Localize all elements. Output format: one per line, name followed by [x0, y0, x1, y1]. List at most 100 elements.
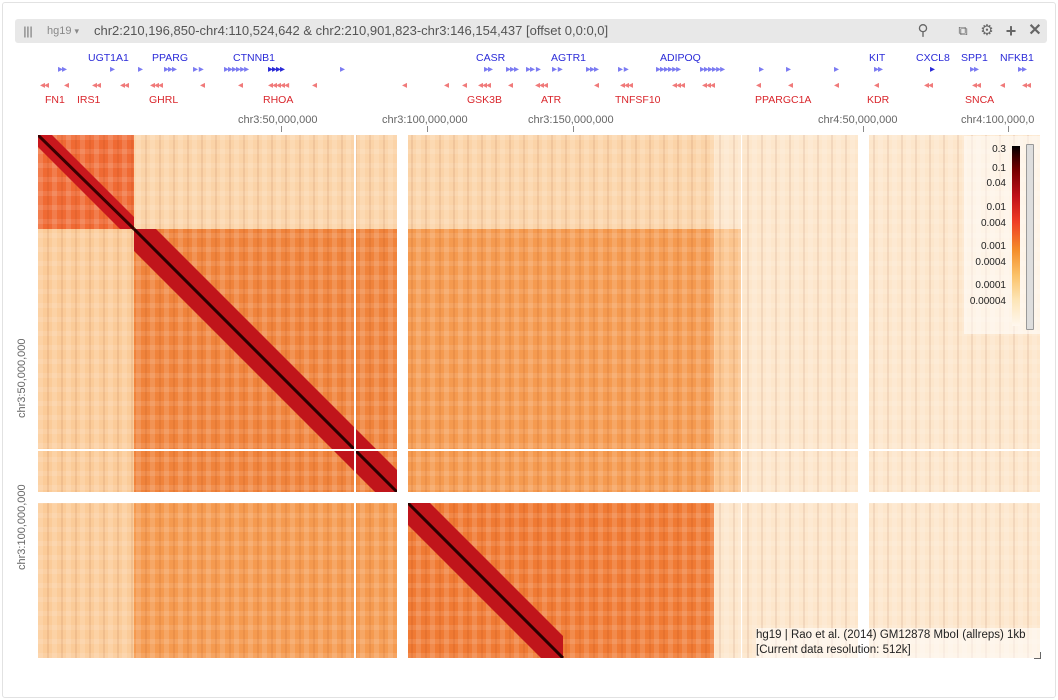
axis-tick-label: chr3:50,000,000 — [238, 114, 318, 126]
gene-label: GHRL — [149, 94, 179, 106]
search-icon[interactable]: ⚲ — [917, 22, 929, 39]
plus-strand-arrows: ▸▸▸▸▸▸ — [224, 64, 249, 75]
minus-strand-arrows: ◂ — [238, 80, 243, 91]
plus-strand-arrows: ▸▸ — [874, 64, 883, 75]
minus-strand-arrows: ◂◂◂ — [702, 80, 715, 91]
colorbar-label: 0.3 — [992, 144, 1006, 155]
minus-strand-arrows: ◂ — [444, 80, 449, 91]
plus-strand-arrows: ▸▸ — [970, 64, 979, 75]
colorbar-label: 0.04 — [986, 178, 1006, 189]
minus-strand-arrows: ◂ — [594, 80, 599, 91]
axis-tick-label: chr4:100,000,0 — [961, 114, 1035, 126]
axis-tick-label: chr3:150,000,000 — [528, 114, 614, 126]
track-name: hg19 | Rao et al. (2014) GM12878 MboI (a… — [756, 629, 1026, 641]
colorbar-label: 0.1 — [992, 163, 1006, 174]
plus-strand-arrows: ▸ — [138, 64, 143, 75]
gene-label: NFKB1 — [1000, 52, 1034, 64]
gene-label: KIT — [869, 52, 886, 64]
minus-strand-arrows: ◂◂ — [120, 80, 129, 91]
colorbar-label: 0.0004 — [975, 257, 1006, 268]
minus-strand-arrows: ◂◂ — [92, 80, 101, 91]
minus-strand-arrows: ◂◂ — [972, 80, 981, 91]
close-icon[interactable]: ✕ — [1028, 22, 1042, 39]
plus-strand-arrows: ▸▸▸ — [164, 64, 177, 75]
plus-strand-arrows: ▸▸ — [484, 64, 493, 75]
gene-annotation-track[interactable]: UGT1A1 PPARG CTNNB1 CASR AGTR1 ADIPOQ KI… — [38, 52, 1040, 114]
assembly-select[interactable]: hg19 ▾ — [47, 19, 79, 43]
minus-strand-arrows: ◂ — [1000, 80, 1005, 91]
plus-strand-arrows: ▸▸▸▸▸▸ — [656, 64, 681, 75]
axis-tick — [281, 126, 282, 132]
heatmap-canvas — [38, 135, 1040, 658]
minus-strand-arrows: ◂ — [64, 80, 69, 91]
colorbar-legend[interactable]: 0.3 0.1 0.04 0.01 0.004 0.001 0.0004 0.0… — [964, 136, 1040, 334]
minus-strand-arrows: ◂◂◂ — [620, 80, 633, 91]
minus-strand-arrows: ◂ — [834, 80, 839, 91]
plus-strand-arrows: ▸ — [110, 64, 115, 75]
gene-label: ADIPOQ — [660, 52, 701, 64]
gene-label: CTNNB1 — [233, 52, 276, 64]
gene-label: KDR — [867, 94, 890, 106]
axis-tick — [1008, 126, 1009, 132]
resize-handle-icon[interactable] — [1034, 652, 1041, 659]
colorbar-range-slider[interactable] — [1026, 144, 1034, 330]
colorbar-label: 0.0001 — [975, 280, 1006, 291]
plus-strand-arrows: ▸▸▸▸▸▸ — [700, 64, 725, 75]
minus-strand-arrows: ◂ — [874, 80, 879, 91]
axis-tick-label: chr3:100,000,000 — [16, 484, 28, 570]
axis-tick-label: chr4:50,000,000 — [818, 114, 898, 126]
plus-icon[interactable]: + — [1005, 21, 1017, 41]
gear-icon[interactable]: ⚙ — [980, 22, 994, 39]
minus-strand-arrows: ◂◂ — [1022, 80, 1031, 91]
plus-strand-arrows: ▸ — [930, 64, 935, 75]
gene-label: PPARGC1A — [755, 94, 812, 106]
plus-strand-arrows: ▸▸ ▸ — [526, 64, 541, 75]
gene-label: FN1 — [45, 94, 65, 106]
minus-strand-arrows: ◂ — [402, 80, 407, 91]
plus-strand-arrows: ▸ — [759, 64, 764, 75]
minus-strand-arrows: ◂ — [312, 80, 317, 91]
minus-strand-arrows: ◂◂◂ — [478, 80, 491, 91]
view-header: ||| hg19 ▾ chr2:210,196,850-chr4:110,524… — [15, 19, 1047, 43]
hic-contact-heatmap[interactable] — [38, 135, 1040, 658]
plus-strand-arrows: ▸▸▸▸ — [268, 64, 285, 75]
colorbar-gradient — [1012, 146, 1020, 326]
gene-label: TNFSF10 — [615, 94, 661, 106]
plus-strand-arrows: ▸ ▸ — [618, 64, 629, 75]
minus-strand-arrows: ◂ — [462, 80, 467, 91]
track-info-overlay: hg19 | Rao et al. (2014) GM12878 MboI (a… — [756, 628, 1042, 658]
plus-strand-arrows: ▸▸▸ — [506, 64, 519, 75]
minus-strand-arrows: ◂◂◂ — [535, 80, 548, 91]
minus-strand-arrows: ◂◂◂ — [150, 80, 163, 91]
minus-strand-arrows: ◂ — [200, 80, 205, 91]
data-resolution: [Current data resolution: 512k] — [756, 644, 911, 656]
horizontal-chromosome-axis: chr3:50,000,000 chr3:100,000,000 chr3:15… — [38, 114, 1040, 132]
colorbar-label: 0.001 — [980, 241, 1006, 252]
copy-icon[interactable]: ⧉ — [958, 23, 968, 38]
plus-strand-arrows: ▸ — [340, 64, 345, 75]
gene-label: IRS1 — [77, 94, 101, 106]
plus-strand-arrows: ▸ ▸ — [552, 64, 563, 75]
colorbar-label: 0.004 — [980, 218, 1006, 229]
location-display[interactable]: chr2:210,196,850-chr4:110,524,642 & chr2… — [94, 23, 609, 38]
assembly-label: hg19 — [47, 25, 72, 37]
gene-label: UGT1A1 — [88, 52, 129, 64]
axis-tick-label: chr3:50,000,000 — [16, 338, 28, 418]
minus-strand-arrows: ◂ — [756, 80, 761, 91]
gene-label: SPP1 — [961, 52, 988, 64]
axis-tick — [863, 126, 864, 132]
axis-tick-label: chr3:100,000,000 — [382, 114, 468, 126]
minus-strand-arrows: ◂◂◂◂◂ — [268, 80, 289, 91]
dropdown-caret-icon: ▾ — [74, 26, 80, 36]
plus-strand-arrows: ▸▸▸ — [586, 64, 599, 75]
minus-strand-arrows: ◂ — [508, 80, 513, 91]
plus-strand-arrows: ▸ — [786, 64, 791, 75]
plus-strand-arrows: ▸▸ — [58, 64, 67, 75]
minus-strand-arrows: ◂◂ — [924, 80, 933, 91]
axis-tick — [573, 126, 574, 132]
gene-label: CASR — [476, 52, 506, 64]
drag-handle-icon[interactable]: ||| — [23, 24, 33, 38]
plus-strand-arrows: ▸ — [834, 64, 839, 75]
gene-label: RHOA — [263, 94, 294, 106]
minus-strand-arrows: ◂ — [788, 80, 793, 91]
